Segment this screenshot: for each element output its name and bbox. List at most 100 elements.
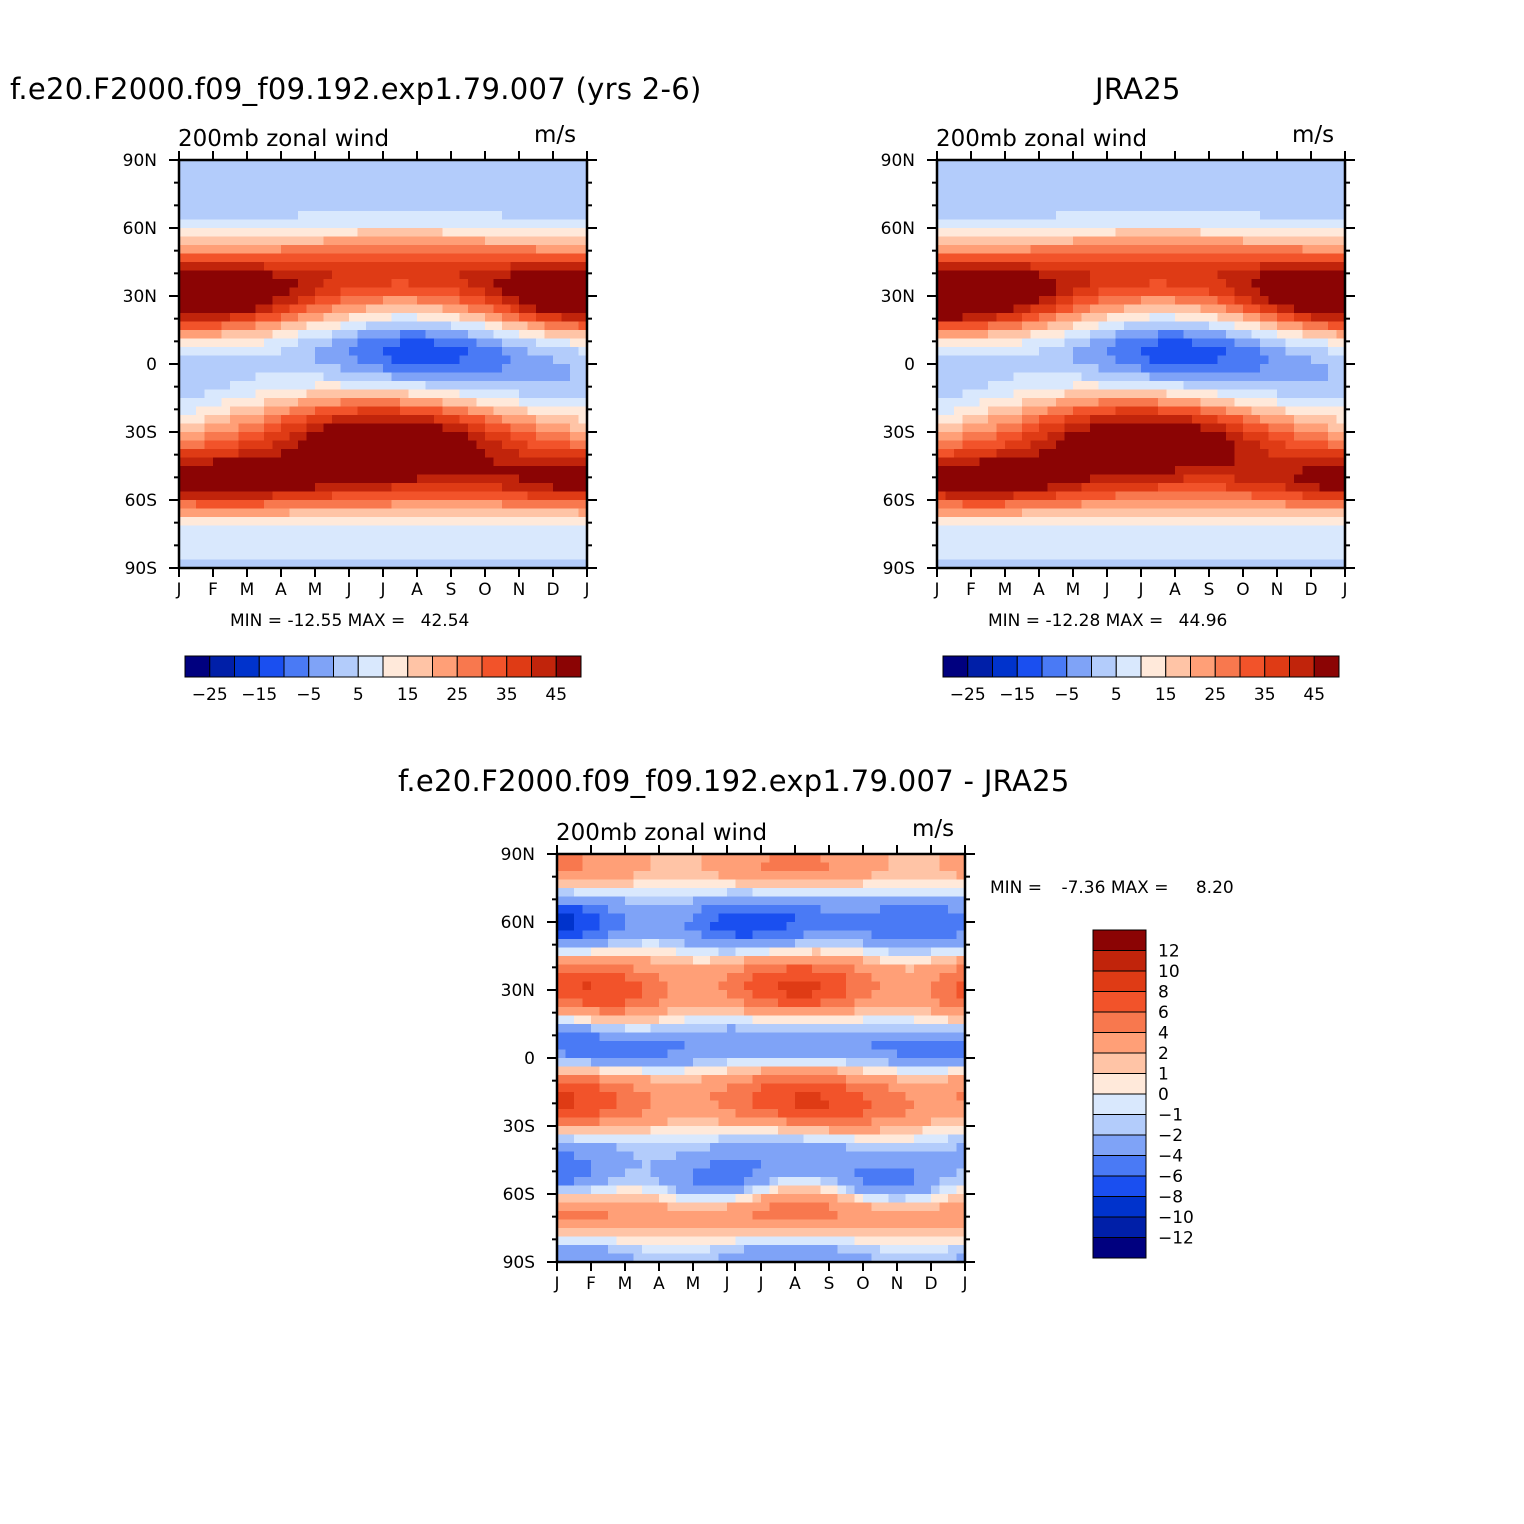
panel2-cell bbox=[962, 491, 972, 501]
panel1-cell bbox=[196, 177, 206, 187]
panel1-cell bbox=[519, 415, 529, 425]
panel2-cell bbox=[1336, 168, 1346, 178]
panel2-cell bbox=[1226, 270, 1236, 280]
panel2-cell bbox=[1132, 177, 1142, 187]
panel1-cell bbox=[332, 551, 342, 561]
panel3-cell bbox=[557, 1143, 567, 1153]
panel1-cell bbox=[485, 160, 495, 170]
panel3-cell bbox=[557, 1134, 567, 1144]
panel1-cell bbox=[476, 355, 486, 365]
panel1-cell bbox=[561, 389, 571, 399]
panel2-cell bbox=[996, 517, 1006, 527]
panel2-cell bbox=[954, 483, 964, 493]
panel2-cell bbox=[1319, 364, 1329, 374]
panel2-cell bbox=[1039, 474, 1049, 484]
panel2-cell bbox=[1183, 483, 1193, 493]
panel1-cell bbox=[298, 160, 308, 170]
panel2-cell bbox=[1098, 347, 1108, 357]
panel1-cell bbox=[349, 432, 359, 442]
panel1-cell bbox=[323, 517, 333, 527]
panel1-cell bbox=[527, 296, 537, 306]
panel2-cell bbox=[1022, 355, 1032, 365]
panel2-cell bbox=[1328, 236, 1338, 246]
panel1-cell bbox=[442, 483, 452, 493]
panel2-cell bbox=[971, 491, 981, 501]
panel1-cell bbox=[519, 177, 529, 187]
colorbar-swatch bbox=[1239, 655, 1266, 678]
panel2-cell bbox=[1319, 483, 1329, 493]
panel2-cell bbox=[1192, 253, 1202, 263]
panel1-cell bbox=[374, 500, 384, 510]
panel2-cell bbox=[945, 330, 955, 340]
panel2-cell bbox=[1302, 160, 1312, 170]
panel2-cell bbox=[1030, 457, 1040, 467]
panel1-cell bbox=[476, 483, 486, 493]
panel2-cell bbox=[1166, 296, 1176, 306]
panel2-cell bbox=[1107, 262, 1117, 272]
panel2-cell bbox=[945, 338, 955, 348]
panel2-cell bbox=[1158, 185, 1168, 195]
panel1-cell bbox=[298, 168, 308, 178]
panel2-cell bbox=[1166, 228, 1176, 238]
panel1-cell bbox=[374, 160, 384, 170]
panel1-cell bbox=[357, 304, 367, 314]
panel2-cell bbox=[1336, 423, 1346, 433]
panel2-cell bbox=[1311, 270, 1321, 280]
panel1-cell bbox=[272, 551, 282, 561]
panel2-cell bbox=[979, 330, 989, 340]
panel2-cell bbox=[971, 364, 981, 374]
panel2-max: 44.96 bbox=[1178, 611, 1228, 631]
panel1-cell bbox=[536, 542, 546, 552]
panel1-cell bbox=[570, 279, 580, 289]
panel2-cell bbox=[1005, 406, 1015, 416]
panel2-cell bbox=[1064, 253, 1074, 263]
panel2-cell bbox=[1234, 474, 1244, 484]
panel3-cell bbox=[574, 1083, 584, 1093]
panel2-cell bbox=[1081, 270, 1091, 280]
panel2-cell bbox=[1005, 372, 1015, 382]
panel1-cell bbox=[400, 185, 410, 195]
panel2-cell bbox=[1005, 262, 1015, 272]
panel1-cell bbox=[434, 364, 444, 374]
panel2-cell bbox=[937, 211, 947, 221]
panel1-cell bbox=[213, 270, 223, 280]
panel1-cell bbox=[323, 279, 333, 289]
panel1-cell bbox=[179, 449, 189, 459]
panel2-cell bbox=[1107, 338, 1117, 348]
panel1-cell bbox=[366, 219, 376, 229]
panel1-cell bbox=[306, 253, 316, 263]
panel2-cell bbox=[1064, 415, 1074, 425]
panel1-cell bbox=[536, 228, 546, 238]
panel1-cell bbox=[434, 262, 444, 272]
panel2-cell bbox=[937, 525, 947, 535]
panel2-cell bbox=[1251, 279, 1261, 289]
panel1-cell bbox=[417, 185, 427, 195]
panel2-cell bbox=[1158, 228, 1168, 238]
panel1-cell bbox=[272, 500, 282, 510]
panel1-cell bbox=[366, 177, 376, 187]
panel2-cell bbox=[996, 466, 1006, 476]
panel2-cell bbox=[1294, 245, 1304, 255]
panel1-cell bbox=[578, 389, 588, 399]
colorbar-label: −5 bbox=[1054, 685, 1079, 705]
panel2-cell bbox=[1166, 313, 1176, 323]
panel2-cell bbox=[1302, 483, 1312, 493]
panel2-cell bbox=[1047, 168, 1057, 178]
colorbar-swatch bbox=[506, 655, 532, 678]
panel1-cell bbox=[340, 168, 350, 178]
panel1-cell bbox=[264, 304, 274, 314]
y-tick-label: 30N bbox=[123, 287, 157, 307]
panel2-cell bbox=[1243, 185, 1253, 195]
panel1-cell bbox=[306, 389, 316, 399]
panel1-cell bbox=[485, 321, 495, 331]
panel2-cell bbox=[1251, 304, 1261, 314]
panel2-cell bbox=[1013, 296, 1023, 306]
panel1-cell bbox=[459, 168, 469, 178]
panel2-cell bbox=[1285, 321, 1295, 331]
panel2-cell bbox=[1200, 185, 1210, 195]
panel1-cell bbox=[357, 270, 367, 280]
panel1-cell bbox=[247, 500, 257, 510]
panel1-cell bbox=[306, 398, 316, 408]
panel1-cell bbox=[374, 245, 384, 255]
panel1-cell bbox=[425, 270, 435, 280]
